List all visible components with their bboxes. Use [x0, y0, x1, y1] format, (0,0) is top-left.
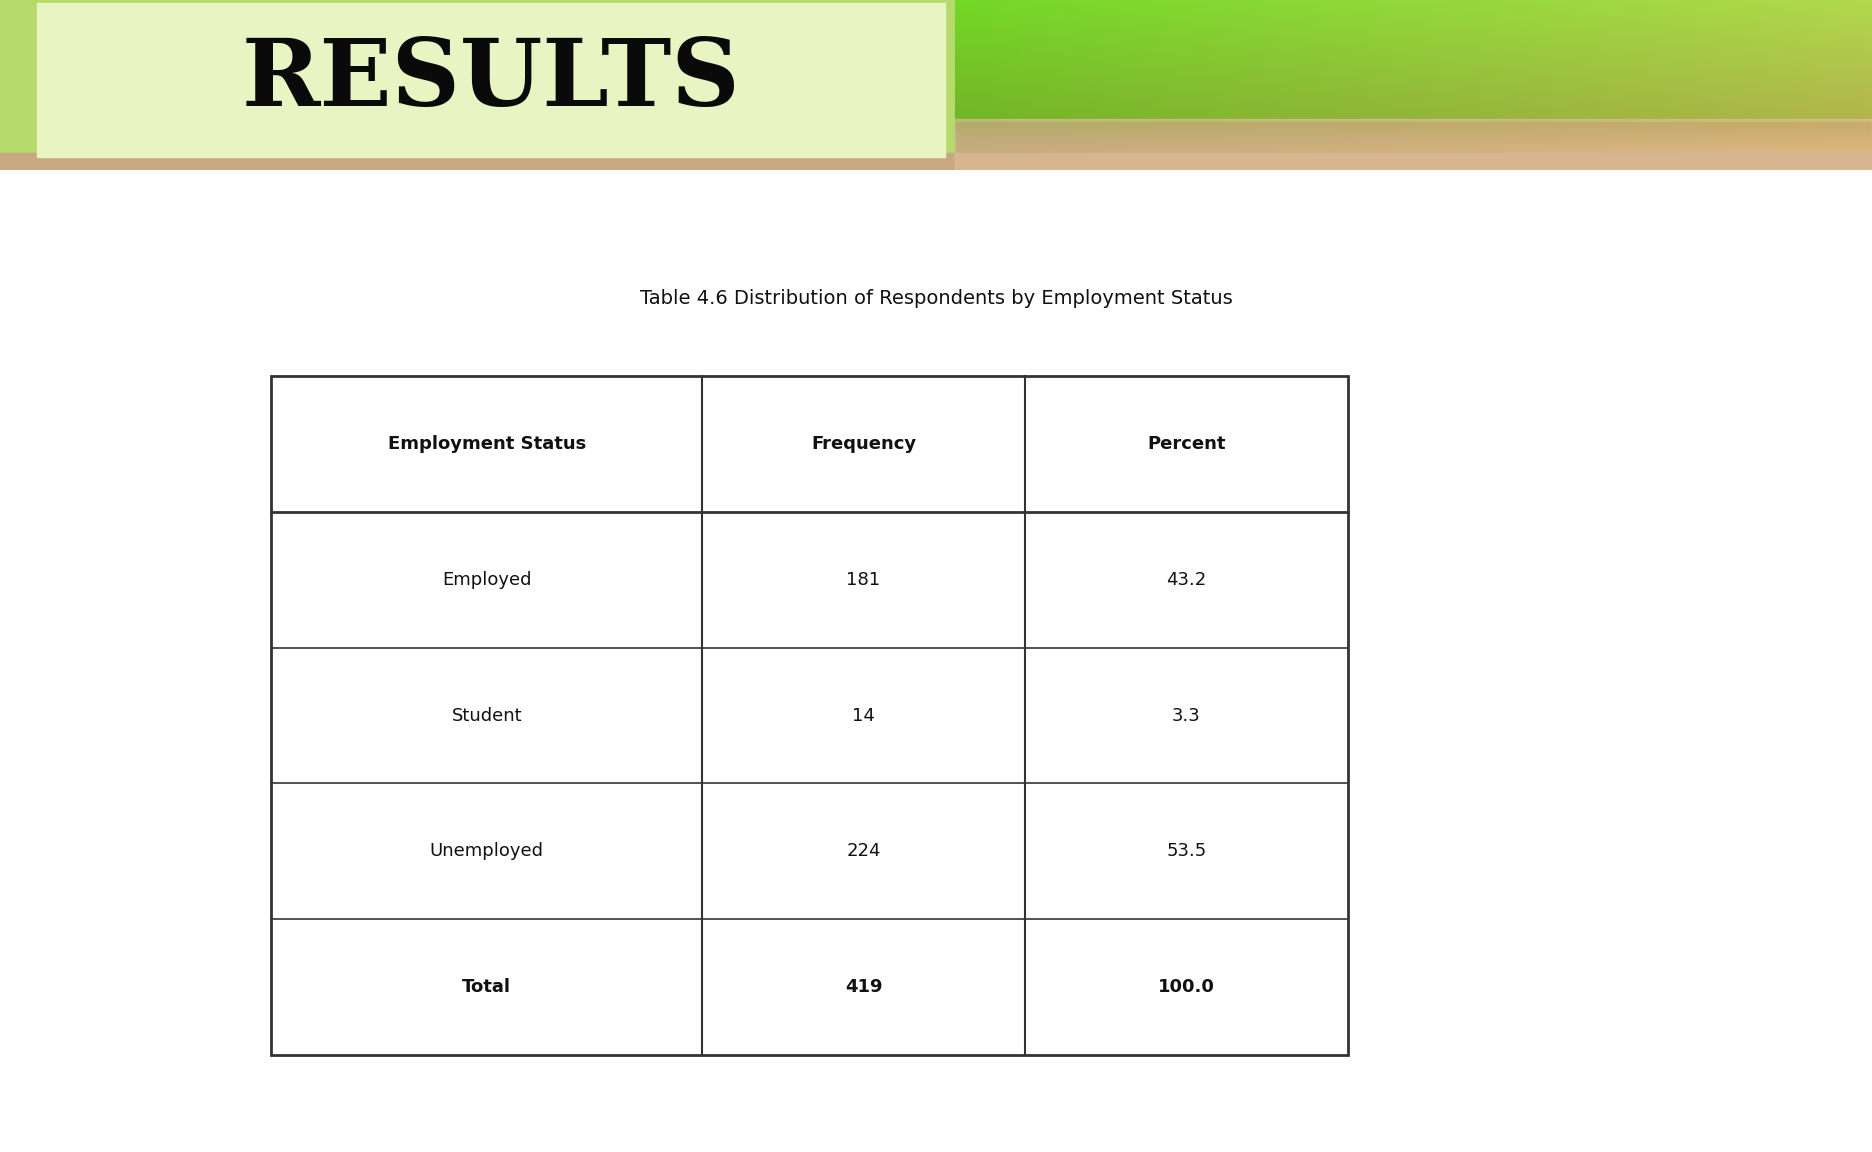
Text: 3.3: 3.3	[1172, 706, 1200, 725]
Bar	[271, 376, 1348, 1055]
Bar	[955, 120, 1872, 170]
Text: 181: 181	[846, 570, 880, 589]
Text: 14: 14	[852, 706, 874, 725]
Text: Unemployed: Unemployed	[431, 842, 543, 861]
Text: 43.2: 43.2	[1166, 570, 1207, 589]
Text: 419: 419	[844, 978, 882, 996]
Text: Employment Status: Employment Status	[388, 435, 586, 453]
Text: Frequency: Frequency	[811, 435, 915, 453]
Text: 224: 224	[846, 842, 880, 861]
Text: Total: Total	[462, 978, 511, 996]
Text: 100.0: 100.0	[1159, 978, 1215, 996]
Text: Employed: Employed	[442, 570, 532, 589]
Text: Table 4.6 Distribution of Respondents by Employment Status: Table 4.6 Distribution of Respondents by…	[640, 289, 1232, 308]
Bar	[37, 3, 945, 157]
Text: RESULTS: RESULTS	[241, 35, 741, 126]
Bar	[0, 153, 1872, 170]
Text: Percent: Percent	[1148, 435, 1226, 453]
Text: 53.5: 53.5	[1166, 842, 1207, 861]
Text: Student: Student	[451, 706, 522, 725]
